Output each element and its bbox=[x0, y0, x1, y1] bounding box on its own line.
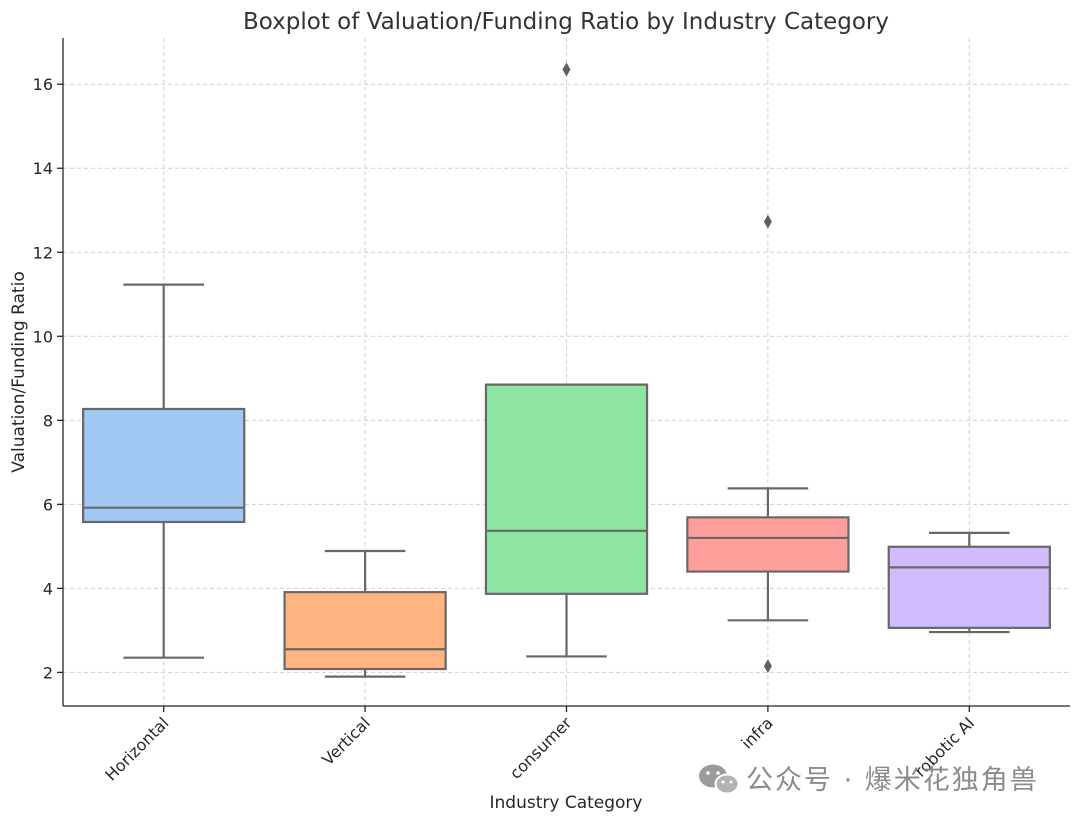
y-tick-label: 14 bbox=[33, 159, 53, 178]
y-tick-label: 10 bbox=[33, 327, 53, 346]
watermark-text: 公众号 · 爆米花独角兽 bbox=[746, 765, 1039, 796]
box-vertical bbox=[283, 591, 447, 671]
box-infra bbox=[686, 516, 850, 573]
box-group-vertical bbox=[283, 549, 447, 678]
box-consumer bbox=[484, 383, 649, 595]
boxes bbox=[82, 62, 1051, 678]
box-robotic-ai bbox=[887, 545, 1051, 629]
outlier-point bbox=[763, 214, 772, 229]
box-group-infra bbox=[686, 214, 850, 674]
box-group-horizontal bbox=[82, 283, 246, 659]
x-tick-label-consumer: consumer bbox=[506, 713, 576, 783]
y-tick-label: 16 bbox=[33, 75, 53, 94]
box-group-consumer bbox=[484, 62, 649, 658]
outlier-point bbox=[763, 659, 772, 674]
y-tick-label: 8 bbox=[43, 411, 53, 430]
box-group-robotic-ai bbox=[887, 531, 1051, 634]
y-axis-label: Valuation/Funding Ratio bbox=[9, 271, 29, 472]
y-tick-label: 2 bbox=[43, 663, 53, 682]
x-tick-label-horizontal: Horizontal bbox=[101, 713, 172, 784]
y-tick-labels: 2 4 6 8 10 12 14 16 bbox=[33, 75, 53, 682]
y-tick-label: 4 bbox=[43, 579, 53, 598]
wechat-icon bbox=[699, 764, 740, 795]
watermark: 公众号 · 爆米花独角兽 bbox=[699, 764, 1039, 796]
x-axis-label: Industry Category bbox=[490, 793, 643, 813]
x-tick-label-infra: infra bbox=[737, 713, 776, 752]
box-horizontal bbox=[82, 407, 246, 524]
outlier-point bbox=[562, 62, 571, 77]
axes bbox=[57, 38, 1070, 712]
y-tick-label: 6 bbox=[43, 495, 53, 514]
chart-title: Boxplot of Valuation/Funding Ratio by In… bbox=[243, 9, 889, 35]
y-tick-label: 12 bbox=[33, 243, 53, 262]
x-tick-label-vertical: Vertical bbox=[318, 713, 374, 769]
